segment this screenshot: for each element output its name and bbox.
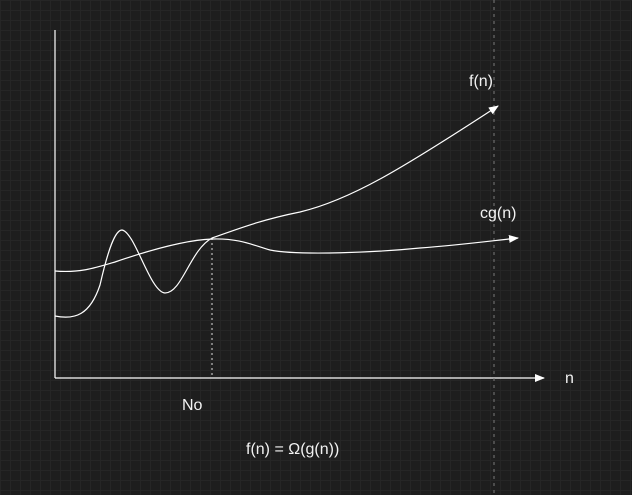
curve-f-label: f(n) — [469, 73, 493, 90]
curve-f — [54, 105, 499, 318]
threshold-label: No — [182, 397, 203, 414]
curve-cg — [54, 234, 519, 273]
formula-label: f(n) = Ω(g(n)) — [246, 441, 339, 458]
x-axis-label: n — [565, 370, 574, 387]
curve-cg-label: cg(n) — [480, 205, 516, 222]
